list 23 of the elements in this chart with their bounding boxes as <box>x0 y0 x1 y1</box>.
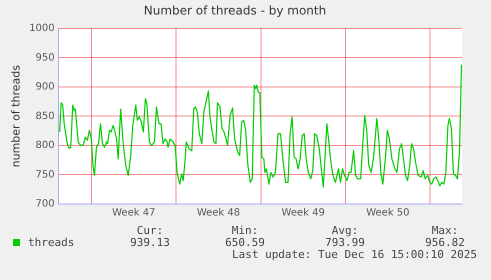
y-tick-label: 1000 <box>29 22 55 34</box>
x-tick-label: Week 48 <box>196 208 240 219</box>
text: 956.82 <box>425 236 465 249</box>
chart-title: Number of threads - by month <box>144 3 326 18</box>
y-tick-label: 850 <box>36 110 55 122</box>
text: Cur: <box>136 224 164 237</box>
text: Avg: <box>332 224 358 237</box>
y-tick-label: 950 <box>36 52 55 64</box>
y-tick-label: 800 <box>36 140 55 152</box>
text: Last update: Tue Dec 16 15:00:10 2025 <box>232 248 477 261</box>
y-tick-label: 700 <box>36 198 55 210</box>
text: Max: <box>432 224 458 237</box>
x-tick-label: Week 47 <box>112 208 156 219</box>
y-tick-label: 750 <box>36 169 55 180</box>
y-axis-title: number of threads <box>9 64 22 168</box>
x-tick-label: Week 50 <box>366 208 410 219</box>
x-tick-label: Week 49 <box>282 208 325 219</box>
text: 793.99 <box>325 236 365 249</box>
y-tick-label: 900 <box>36 82 55 93</box>
legend-label: threads <box>28 236 74 249</box>
text: Min: <box>232 224 258 237</box>
text: 939.13 <box>130 236 170 249</box>
text: 650.59 <box>225 236 265 249</box>
